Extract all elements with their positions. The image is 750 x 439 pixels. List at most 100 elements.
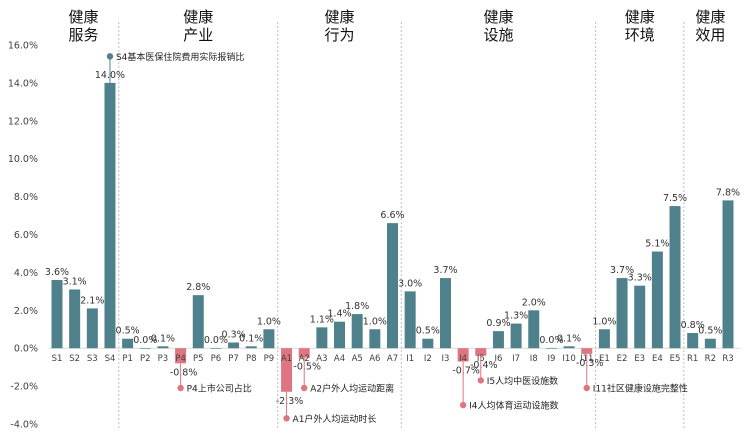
group-label-line1: 健康	[183, 8, 213, 26]
bar	[545, 348, 557, 349]
x-tick-label: E1	[599, 354, 610, 364]
data-label: 3.7%	[610, 265, 634, 276]
bar	[192, 295, 204, 349]
annotation-text: I4人均体育运动设施数	[469, 400, 558, 412]
data-label: 0.8%	[681, 320, 705, 331]
annotation-text: I5人均中医设施数	[487, 375, 558, 387]
annotation-marker	[301, 384, 308, 392]
bar	[122, 338, 134, 349]
group-label-line2: 服务	[68, 26, 98, 44]
x-tick-label: I8	[530, 354, 538, 364]
bar	[669, 206, 681, 349]
bar	[51, 279, 63, 349]
data-label: 7.5%	[663, 193, 687, 204]
x-tick-label: I3	[442, 354, 450, 364]
bar	[316, 327, 328, 349]
bar	[86, 308, 98, 349]
x-tick-label: A1	[281, 354, 292, 364]
bar	[439, 278, 451, 349]
data-label: 2.1%	[80, 295, 104, 306]
bar	[281, 348, 293, 392]
x-tick-label: I7	[512, 354, 520, 364]
data-label: 1.1%	[310, 314, 334, 325]
y-tick-label: 10.0%	[8, 154, 38, 165]
y-tick-label: 4.0%	[14, 268, 38, 279]
y-tick-label: 0.0%	[14, 344, 38, 355]
bar	[616, 278, 628, 349]
group-label-line1: 健康	[695, 8, 725, 26]
x-tick-label: P9	[264, 354, 275, 364]
bar	[245, 346, 257, 349]
x-tick-label: S1	[52, 354, 63, 364]
bar	[210, 348, 222, 349]
data-label: -0.5%	[293, 362, 321, 373]
annotation-marker	[459, 401, 467, 409]
x-tick-label: A7	[387, 354, 398, 364]
data-label: 0.0%	[539, 335, 563, 346]
x-tick-label: I4	[459, 354, 467, 364]
y-tick-label: 8.0%	[14, 192, 38, 203]
group-label-line2: 产业	[183, 26, 213, 44]
group-label-line1: 健康	[68, 8, 98, 26]
bar	[651, 251, 663, 349]
bar	[139, 348, 151, 349]
x-tick-label: R2	[705, 354, 716, 364]
bar	[510, 323, 522, 349]
data-label: 1.4%	[327, 309, 351, 320]
x-tick-label: R1	[687, 354, 698, 364]
bar	[581, 348, 593, 354]
y-tick-label: 16.0%	[8, 41, 38, 52]
data-label: 1.0%	[592, 316, 616, 327]
group-label-line2: 效用	[695, 26, 725, 44]
x-tick-label: A5	[352, 354, 363, 364]
data-label: 0.1%	[239, 333, 263, 344]
data-label: 0.3%	[222, 330, 246, 341]
bar	[157, 346, 169, 349]
annotation-text: A1户外人均运动时长	[293, 413, 377, 425]
data-label: 3.1%	[63, 276, 87, 287]
group-label-line1: 健康	[625, 8, 655, 26]
data-label: -2.3%	[276, 396, 304, 407]
x-tick-label: E2	[617, 354, 628, 364]
annotation-marker	[177, 384, 184, 392]
bar	[334, 321, 346, 349]
x-tick-label: S4	[105, 354, 116, 364]
bar	[704, 338, 716, 349]
data-label: 0.0%	[133, 335, 157, 346]
group-label-line2: 设施	[483, 26, 513, 44]
annotation-marker	[477, 377, 484, 384]
x-tick-label: E4	[652, 354, 663, 364]
data-label: 1.8%	[345, 301, 369, 312]
bar	[69, 289, 81, 349]
annotation-marker	[583, 384, 590, 392]
x-tick-label: E5	[670, 354, 681, 364]
x-tick-label: P6	[211, 354, 222, 364]
bar	[422, 338, 434, 349]
x-tick-label: I2	[424, 354, 432, 364]
bar	[598, 329, 610, 349]
data-label: -0.3%	[576, 358, 604, 369]
bar	[687, 333, 699, 349]
bar	[228, 342, 240, 349]
bar	[263, 329, 275, 349]
bar	[528, 310, 540, 349]
data-label: 3.6%	[45, 267, 69, 278]
data-label: 1.3%	[504, 311, 528, 322]
bar	[634, 285, 646, 349]
annotation-text: P4上市公司占比	[187, 382, 252, 394]
x-tick-label: P2	[140, 354, 151, 364]
bar	[351, 314, 363, 349]
x-tick-label: P5	[193, 354, 204, 364]
y-tick-label: -2.0%	[10, 382, 38, 393]
x-tick-label: A6	[369, 354, 380, 364]
group-label-line1: 健康	[325, 8, 355, 26]
data-label: -0.4%	[470, 360, 498, 371]
data-label: 5.1%	[645, 239, 669, 250]
bar	[492, 331, 504, 349]
annotation-text: S4基本医保住院费用实际报销比	[116, 51, 244, 63]
bar	[475, 348, 487, 356]
data-label: 1.0%	[257, 316, 281, 327]
x-tick-label: P3	[158, 354, 169, 364]
data-label: 0.0%	[204, 335, 228, 346]
